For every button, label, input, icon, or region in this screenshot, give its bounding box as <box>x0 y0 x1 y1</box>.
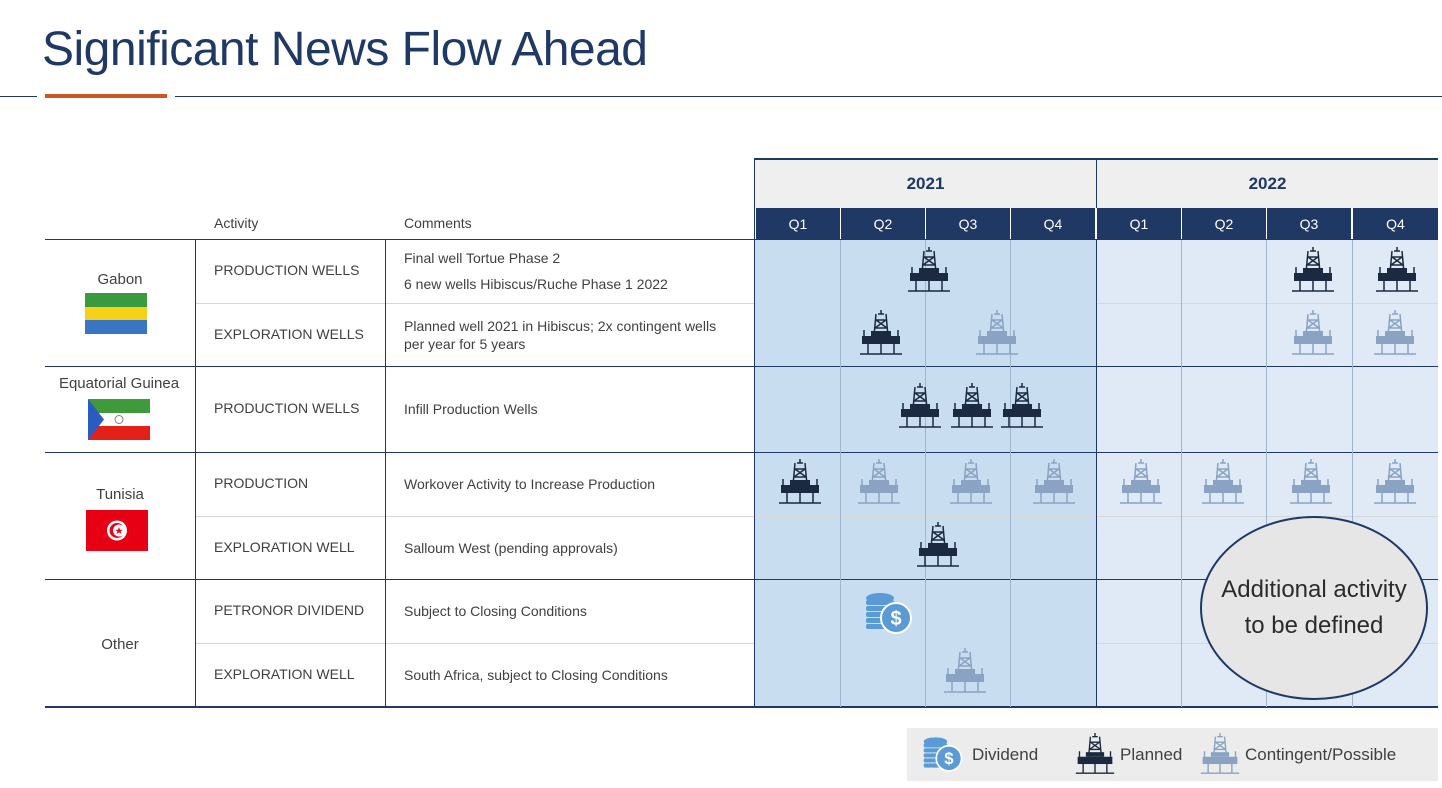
oil-rig-planned-icon <box>1074 733 1116 775</box>
svg-text:$: $ <box>890 608 901 630</box>
country-tunisia: Tunisia <box>45 486 195 503</box>
comment-text: 6 new wells Hibiscus/Ruche Phase 1 2022 <box>404 275 668 293</box>
oil-rig-planned-icon <box>999 383 1045 429</box>
tunisia-flag <box>86 510 148 551</box>
comment-text: Final well Tortue Phase 2 <box>404 249 560 267</box>
oil-rig-contingent-icon <box>1118 459 1164 505</box>
dividend-coins-icon: $ <box>864 592 914 636</box>
oil-rig-contingent-icon <box>856 459 902 505</box>
quarter-header: Q2 <box>1181 208 1266 240</box>
oil-rig-planned-icon <box>906 247 952 293</box>
activity-label: EXPLORATION WELL <box>214 666 355 682</box>
title-rule <box>0 96 1442 97</box>
gabon-flag <box>85 293 147 334</box>
oil-rig-planned-icon <box>777 459 823 505</box>
additional-activity-bubble: Additional activity to be defined <box>1200 516 1428 700</box>
oil-rig-contingent-icon <box>1372 459 1418 505</box>
equatorial-guinea-flag <box>88 399 150 440</box>
oil-rig-contingent-icon <box>1372 310 1418 356</box>
legend-dividend-label: Dividend <box>972 745 1038 765</box>
activity-column-header: Activity <box>214 215 258 231</box>
activity-label: PETRONOR DIVIDEND <box>214 602 364 618</box>
oil-rig-planned-icon <box>1290 247 1336 293</box>
oil-rig-planned-icon <box>949 383 995 429</box>
comment-text: Workover Activity to Increase Production <box>404 475 655 493</box>
dividend-coins-icon: $ <box>922 736 964 774</box>
quarter-header: Q4 <box>1352 208 1438 240</box>
comment-text: Salloum West (pending approvals) <box>404 539 618 557</box>
title-accent-bar <box>45 94 167 98</box>
comment-text: Infill Production Wells <box>404 400 538 418</box>
country-gabon: Gabon <box>45 271 195 288</box>
comment-text: per year for 5 years <box>404 335 525 353</box>
oil-rig-planned-icon <box>858 310 904 356</box>
quarter-header: Q3 <box>925 208 1010 240</box>
svg-text:$: $ <box>944 749 954 768</box>
year-header-2022: 2022 <box>1097 158 1438 208</box>
quarter-header: Q1 <box>1096 208 1181 240</box>
oil-rig-contingent-icon <box>1290 310 1336 356</box>
oil-rig-planned-icon <box>915 522 961 568</box>
quarter-header: Q1 <box>755 208 840 240</box>
activity-label: EXPLORATION WELL <box>214 539 355 555</box>
country-other: Other <box>45 636 195 653</box>
oil-rig-contingent-icon <box>948 459 994 505</box>
oil-rig-contingent-icon <box>1031 459 1077 505</box>
quarter-header: Q4 <box>1010 208 1095 240</box>
quarter-header: Q2 <box>840 208 925 240</box>
oil-rig-planned-icon <box>1374 247 1420 293</box>
oil-rig-contingent-icon <box>1200 459 1246 505</box>
oil-rig-contingent-icon <box>974 310 1020 356</box>
comment-text: Planned well 2021 in Hibiscus; 2x contin… <box>404 317 716 335</box>
activity-label: PRODUCTION WELLS <box>214 262 359 278</box>
activity-label: EXPLORATION WELLS <box>214 326 364 342</box>
page-title: Significant News Flow Ahead <box>42 22 647 77</box>
oil-rig-planned-icon <box>897 383 943 429</box>
country-equatorial-guinea: Equatorial Guinea <box>45 375 193 392</box>
activity-label: PRODUCTION <box>214 475 308 491</box>
quarter-header: Q3 <box>1266 208 1351 240</box>
activity-label: PRODUCTION WELLS <box>214 400 359 416</box>
comments-column-header: Comments <box>404 215 472 231</box>
oil-rig-contingent-icon <box>942 648 988 694</box>
oil-rig-contingent-icon <box>1288 459 1334 505</box>
oil-rig-contingent-icon <box>1199 733 1241 775</box>
comment-text: South Africa, subject to Closing Conditi… <box>404 666 668 684</box>
legend-contingent-label: Contingent/Possible <box>1245 745 1396 765</box>
year-header-2021: 2021 <box>755 158 1096 208</box>
legend-planned-label: Planned <box>1120 745 1182 765</box>
comment-text: Subject to Closing Conditions <box>404 602 587 620</box>
